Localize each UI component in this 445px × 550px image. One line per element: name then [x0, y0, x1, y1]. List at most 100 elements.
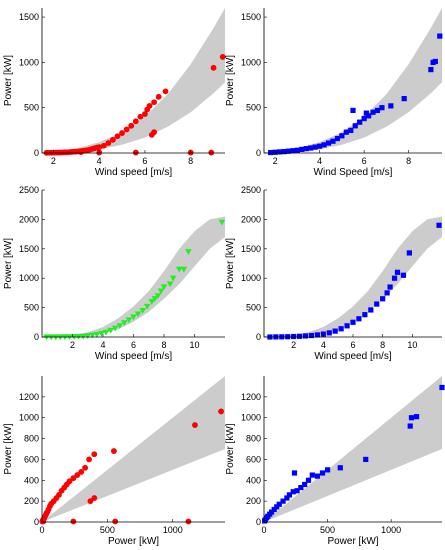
chart-panel-3: 2 4 6 8 10 0 500 1000 1500 2000 2500 Wind speed [m/… [3, 185, 226, 362]
data-point [319, 470, 326, 476]
data-point [79, 333, 87, 340]
y-tick-label: 0 [256, 517, 261, 527]
data-point [218, 408, 224, 415]
data-point [439, 384, 445, 391]
x-tick-label: 1000 [163, 525, 183, 535]
y-tick-label: 0 [34, 148, 39, 158]
data-point [361, 115, 367, 122]
data-point [151, 296, 159, 302]
data-point [123, 126, 130, 133]
data-point [408, 415, 415, 421]
data-point [66, 478, 73, 485]
data-point [338, 326, 344, 332]
y-tick-label: 2000 [241, 214, 261, 224]
data-point [325, 140, 332, 146]
confidence-band [264, 376, 442, 522]
data-series [262, 384, 445, 524]
confidence-band [42, 376, 225, 522]
chart-panel-2: 2 4 6 8 0 500 1000 1500 Wind Speed [m/s] Power [k… [225, 8, 443, 178]
data-point [348, 127, 354, 133]
x-tick-label: 1000 [381, 525, 401, 535]
x-tick-label: 4 [97, 156, 102, 166]
data-point [432, 58, 438, 65]
data-point [302, 333, 309, 339]
data-point [89, 332, 96, 339]
data-point [406, 250, 412, 256]
data-point [321, 142, 327, 148]
x-tick-label: 2 [51, 156, 56, 166]
y-tick-label: 1000 [19, 57, 39, 67]
x-axis-title: Wind speed [m/s] [95, 351, 172, 362]
data-point [70, 518, 77, 525]
data-point [180, 266, 188, 273]
x-tick-label: 8 [161, 340, 166, 350]
x-tick-label: 2 [70, 340, 75, 350]
y-tick-label: 1000 [241, 57, 261, 67]
data-point [317, 143, 323, 149]
data-point [286, 492, 293, 498]
data-point [96, 144, 103, 151]
data-point [132, 118, 139, 125]
data-point [363, 110, 369, 116]
y-tick-label: 200 [246, 496, 261, 506]
data-point [102, 329, 110, 336]
data-point [308, 332, 315, 339]
data-point [314, 332, 320, 338]
confidence-band [42, 8, 225, 153]
data-point [356, 316, 362, 322]
data-point [70, 475, 77, 482]
data-point [332, 328, 338, 334]
x-tick-label: 10 [407, 340, 417, 350]
data-point [166, 281, 174, 288]
data-point [116, 323, 124, 330]
chart-panel-4: 2 4 6 8 10 0 500 1000 1500 2000 2500 Wind speed [m/… [225, 185, 442, 362]
x-tick-label: 6 [362, 156, 367, 166]
data-point [276, 149, 283, 155]
data-point [148, 299, 156, 305]
data-point [142, 111, 148, 117]
y-tick-label: 1500 [241, 244, 261, 254]
data-point [134, 311, 142, 318]
y-tick-label: 800 [24, 434, 39, 444]
x-axis-title: Power [kW] [327, 536, 378, 547]
data-point [350, 107, 356, 114]
y-axis-title: Power [kW] [225, 423, 236, 474]
data-point [436, 222, 442, 228]
data-point [132, 149, 139, 156]
data-point [309, 472, 315, 478]
data-point [112, 518, 119, 525]
data-point [110, 136, 116, 143]
y-tick-label: 2000 [19, 214, 39, 224]
x-tick-label: 4 [317, 156, 322, 166]
data-point [344, 323, 350, 329]
y-tick-label: 800 [246, 434, 261, 444]
data-point [276, 501, 282, 507]
y-tick-label: 500 [246, 303, 261, 313]
data-point [119, 130, 125, 136]
data-point [370, 109, 376, 115]
data-point [299, 146, 305, 152]
data-point [305, 477, 312, 483]
data-point [185, 249, 192, 255]
data-point [87, 498, 94, 505]
data-point [160, 284, 168, 291]
x-tick-label: 10 [189, 340, 199, 350]
data-point [362, 312, 368, 318]
y-tick-label: 1500 [19, 244, 39, 254]
data-point [380, 296, 386, 302]
x-tick-label: 2 [273, 156, 278, 166]
y-axis-title: Power [kW] [225, 55, 236, 106]
data-point [185, 518, 192, 525]
data-point [125, 317, 133, 324]
data-point [100, 142, 107, 149]
data-series [268, 33, 443, 156]
data-point [91, 495, 98, 501]
x-tick-label: 2 [291, 340, 296, 350]
data-point [281, 149, 287, 155]
data-point [330, 138, 336, 144]
y-tick-label: 500 [24, 303, 39, 313]
y-tick-label: 200 [24, 496, 39, 506]
y-tick-label: 0 [256, 332, 261, 342]
y-tick-label: 1500 [241, 12, 261, 22]
x-tick-label: 8 [406, 156, 411, 166]
